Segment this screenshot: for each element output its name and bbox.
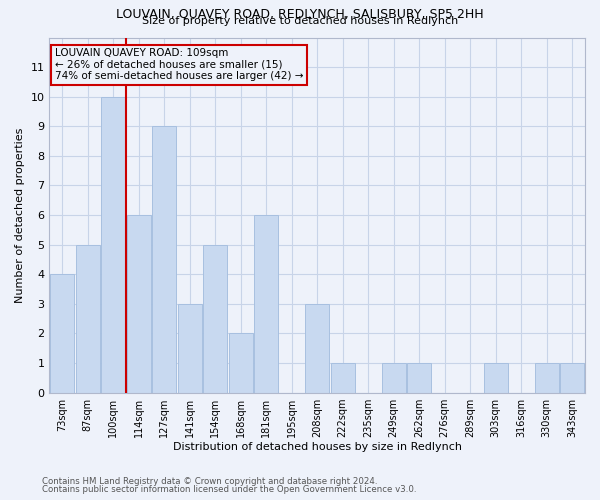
Bar bbox=[331, 363, 355, 392]
Bar bbox=[178, 304, 202, 392]
Bar bbox=[101, 96, 125, 393]
Bar bbox=[203, 244, 227, 392]
Text: Contains HM Land Registry data © Crown copyright and database right 2024.: Contains HM Land Registry data © Crown c… bbox=[42, 477, 377, 486]
Text: Size of property relative to detached houses in Redlynch: Size of property relative to detached ho… bbox=[142, 16, 458, 26]
Bar bbox=[254, 215, 278, 392]
Bar bbox=[152, 126, 176, 392]
Bar bbox=[407, 363, 431, 392]
Text: LOUVAIN, QUAVEY ROAD, REDLYNCH, SALISBURY, SP5 2HH: LOUVAIN, QUAVEY ROAD, REDLYNCH, SALISBUR… bbox=[116, 8, 484, 20]
Bar bbox=[484, 363, 508, 392]
Bar bbox=[305, 304, 329, 392]
Text: LOUVAIN QUAVEY ROAD: 109sqm
← 26% of detached houses are smaller (15)
74% of sem: LOUVAIN QUAVEY ROAD: 109sqm ← 26% of det… bbox=[55, 48, 303, 82]
Bar bbox=[560, 363, 584, 392]
Bar bbox=[382, 363, 406, 392]
X-axis label: Distribution of detached houses by size in Redlynch: Distribution of detached houses by size … bbox=[173, 442, 462, 452]
Bar bbox=[229, 334, 253, 392]
Bar bbox=[127, 215, 151, 392]
Bar bbox=[50, 274, 74, 392]
Bar bbox=[535, 363, 559, 392]
Y-axis label: Number of detached properties: Number of detached properties bbox=[15, 128, 25, 302]
Text: Contains public sector information licensed under the Open Government Licence v3: Contains public sector information licen… bbox=[42, 484, 416, 494]
Bar bbox=[76, 244, 100, 392]
